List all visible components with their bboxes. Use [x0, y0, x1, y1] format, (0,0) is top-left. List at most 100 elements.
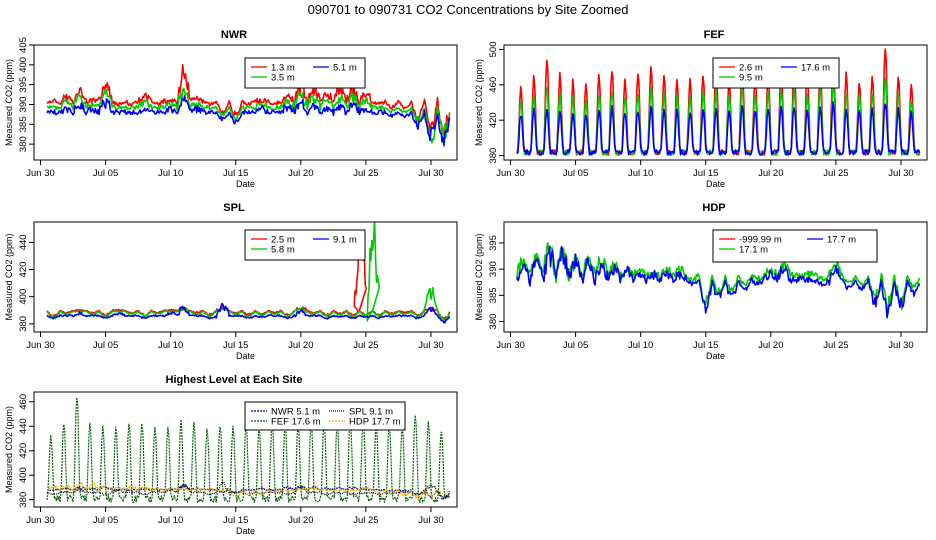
- panel-title: HDP: [702, 202, 725, 214]
- y-tick-label: 380: [18, 316, 29, 332]
- x-axis-label: Date: [236, 351, 255, 361]
- panel-title: NWR: [221, 29, 247, 41]
- x-tick-label: Jul 25: [353, 168, 378, 179]
- y-tick-label: 420: [18, 262, 29, 278]
- x-tick-label: Jul 25: [353, 340, 378, 351]
- plot-box: [33, 391, 458, 508]
- y-tick-label: 500: [488, 41, 499, 57]
- y-tick-label: 385: [18, 116, 29, 132]
- x-tick-label: Jun 30: [496, 168, 525, 179]
- x-tick-label: Jul 30: [418, 340, 443, 351]
- panel-fef: FEF Jun 30 Jul 05 Jul 10 Jul 15 Jul 20 Jul 25 J…: [474, 29, 928, 189]
- x-tick-label: Jun 30: [26, 515, 55, 526]
- x-tick-label: Jun 30: [26, 168, 55, 179]
- y-tick-label: 395: [488, 235, 499, 251]
- x-tick-label: Jul 05: [93, 340, 118, 351]
- x-tick-label: Jun 30: [26, 340, 55, 351]
- x-axis-label: Date: [706, 179, 725, 189]
- x-tick-label: Jul 30: [888, 168, 913, 179]
- legend-label: SPL 9.1 m: [349, 407, 393, 418]
- y-axis-label: Measured CO2 (ppm): [4, 406, 14, 493]
- y-tick-label: 390: [488, 261, 499, 277]
- y-tick-label: 405: [18, 37, 29, 53]
- y-tick-label: 420: [18, 443, 29, 459]
- x-tick-label: Jul 30: [888, 340, 913, 351]
- y-tick-label: 385: [488, 287, 499, 303]
- x-tick-label: Jul 05: [93, 515, 118, 526]
- series-line-red: [46, 64, 451, 139]
- plot-box: [503, 44, 928, 161]
- x-tick-label: Jul 20: [288, 168, 313, 179]
- legend-box: [712, 57, 840, 89]
- legend: 1.3 m3.5 m 5.1 m: [244, 57, 366, 89]
- series-line-blue: [46, 302, 451, 324]
- legend-box: [244, 229, 366, 261]
- series-line-blue: [46, 94, 451, 147]
- x-tick-label: Jul 25: [823, 168, 848, 179]
- x-tick-label: Jul 15: [693, 340, 718, 351]
- legend-label: FEF 17.6 m: [271, 417, 321, 428]
- y-tick-label: 440: [18, 234, 29, 250]
- legend: 2.6 m9.5 m 17.6 m: [712, 57, 840, 89]
- series-group: [516, 242, 921, 319]
- panel-spl: SPL Jun 30 Jul 05 Jul 10 Jul 15 Jul 20 Jul 25 J…: [4, 202, 458, 361]
- panel-hdp: HDP Jun 30 Jul 05 Jul 10 Jul 15 Jul 20 Jul 25 J…: [474, 202, 928, 361]
- y-tick-label: 400: [18, 467, 29, 483]
- x-tick-label: Jul 20: [288, 515, 313, 526]
- series-line-green: [46, 87, 451, 144]
- legend-label: 9.5 m: [739, 73, 763, 84]
- x-tick-label: Jul 15: [223, 168, 248, 179]
- legend-label: 2.6 m: [739, 63, 763, 74]
- series-group: [46, 222, 451, 324]
- legend-label: 17.1 m: [739, 245, 768, 256]
- x-tick-label: Jul 30: [418, 515, 443, 526]
- x-tick-label: Jul 10: [628, 340, 653, 351]
- y-tick-label: 400: [18, 289, 29, 305]
- x-tick-label: Jul 05: [563, 340, 588, 351]
- y-tick-label: 380: [488, 314, 499, 330]
- y-tick-label: 400: [18, 57, 29, 73]
- plot-box: [33, 221, 458, 333]
- series-line-black: [46, 481, 450, 499]
- x-tick-label: Jul 25: [353, 515, 378, 526]
- legend-box: [712, 229, 878, 263]
- series-group: [46, 396, 451, 504]
- x-tick-label: Jul 10: [158, 340, 183, 351]
- series-group: [46, 64, 451, 147]
- x-tick-label: Jul 30: [418, 168, 443, 179]
- x-tick-label: Jul 15: [223, 515, 248, 526]
- legend-box: [244, 401, 406, 431]
- panel-nwr: NWR Jun 30 Jul 05 Jul 10 Jul 15 Jul 20 Jul 25 J…: [4, 29, 458, 189]
- x-axis-label: Date: [706, 351, 725, 361]
- plot-box: [503, 221, 928, 333]
- x-tick-label: Jul 15: [693, 168, 718, 179]
- y-tick-label: 380: [488, 148, 499, 164]
- legend-box: [244, 57, 366, 89]
- legend-label: 5.1 m: [333, 63, 357, 74]
- legend: -999.99 m17.1 m 17.7 m: [712, 229, 878, 263]
- series-line-blue: [516, 245, 921, 319]
- x-tick-label: Jul 10: [628, 168, 653, 179]
- x-axis-label: Date: [236, 526, 255, 536]
- y-tick-label: 420: [488, 112, 499, 128]
- y-axis-label: Measured CO2 (ppm): [4, 233, 14, 320]
- x-tick-label: Jun 30: [496, 340, 525, 351]
- y-tick-label: 390: [18, 97, 29, 113]
- legend-label: 5.8 m: [271, 245, 295, 256]
- y-axis-label: Measured CO2 (ppm): [474, 233, 484, 320]
- legend-label: NWR 5.1 m: [271, 407, 320, 418]
- y-tick-label: 440: [18, 418, 29, 434]
- x-tick-label: Jul 10: [158, 515, 183, 526]
- y-axis-label: Measured CO2 (ppm): [4, 59, 14, 146]
- series-line-green: [46, 222, 451, 324]
- x-tick-label: Jul 20: [288, 340, 313, 351]
- legend-label: 17.6 m: [801, 63, 830, 74]
- legend-label: 3.5 m: [271, 73, 295, 84]
- x-axis-label: Date: [236, 179, 255, 189]
- series-line-darkgreen: [46, 396, 451, 504]
- y-axis-label: Measured CO2 (ppm): [474, 59, 484, 146]
- legend-label: 2.5 m: [271, 235, 295, 246]
- y-tick-label: 395: [18, 77, 29, 93]
